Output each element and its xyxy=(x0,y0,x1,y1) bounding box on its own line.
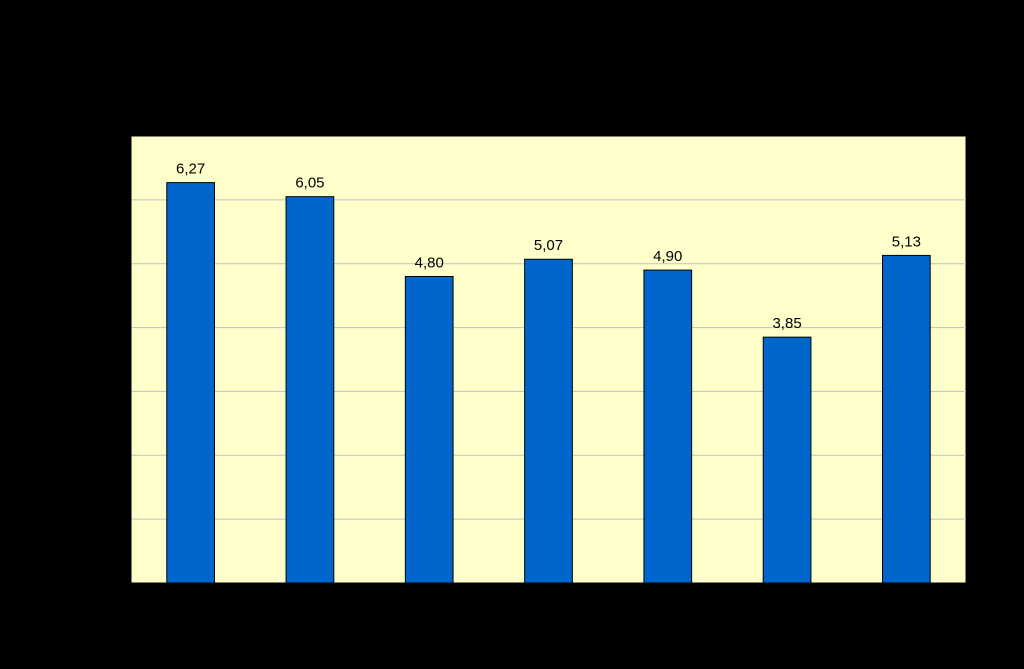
data-label: 5,07 xyxy=(534,237,563,254)
bar xyxy=(166,182,216,584)
data-label: 6,27 xyxy=(176,161,205,178)
data-label: 4,90 xyxy=(653,248,682,265)
bar xyxy=(524,258,573,584)
bars xyxy=(166,182,931,584)
bar xyxy=(762,336,812,584)
data-labels: 6,27 6,05 4,80 5,07 4,90 3,85 5,13 xyxy=(176,161,921,333)
data-label: 3,85 xyxy=(772,315,801,332)
axes xyxy=(127,135,967,588)
bar xyxy=(285,196,335,584)
bar xyxy=(643,269,693,584)
data-label: 5,13 xyxy=(892,233,921,250)
data-label: 6,05 xyxy=(295,175,324,192)
data-label: 4,80 xyxy=(415,254,444,271)
bar xyxy=(404,275,454,584)
bar xyxy=(882,254,931,584)
